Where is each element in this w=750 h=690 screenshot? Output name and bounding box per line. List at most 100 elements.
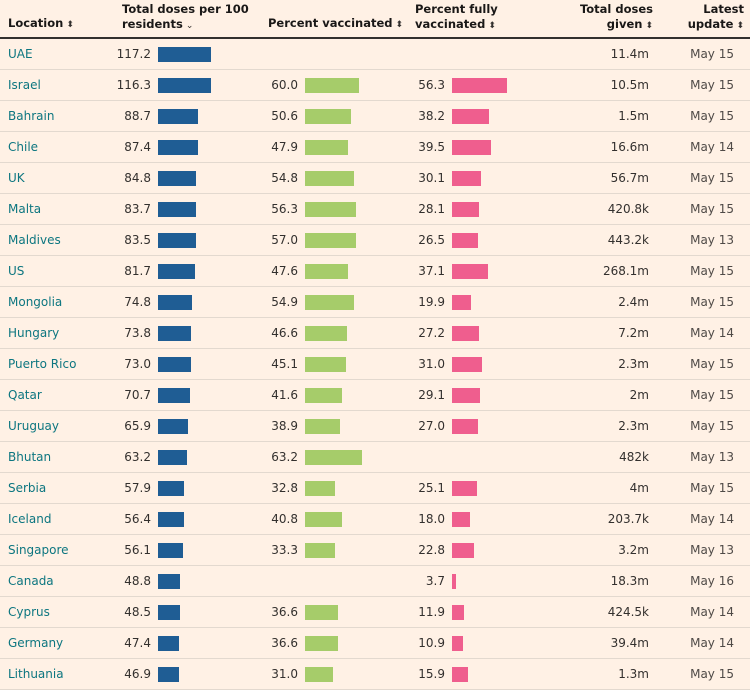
total-doses-given-value: 39.4m (610, 636, 649, 650)
total-doses-bar (158, 574, 181, 589)
percent-fully-bar (452, 264, 489, 279)
location-link[interactable]: Bahrain (8, 109, 55, 123)
percent-vaccinated-bar (305, 171, 355, 186)
total-doses-given-value: 16.6m (610, 140, 649, 154)
total-doses-bar (158, 357, 191, 372)
total-doses-bar (158, 636, 180, 651)
table-row: Hungary 73.8 46.6 27.2 7.2m May 14 (0, 318, 750, 349)
total-doses-given-value: 203.7k (607, 512, 649, 526)
location-link[interactable]: UAE (8, 47, 33, 61)
table-row: UAE 117.2 11.4m May 15 (0, 39, 750, 70)
header-total-doses-label-line2: residents (122, 17, 183, 31)
location-link[interactable]: Maldives (8, 233, 61, 247)
header-location[interactable]: Location ⬍ (8, 16, 74, 33)
header-percent-fully-label-line1: Percent fully (415, 2, 498, 16)
percent-vaccinated-bar (305, 605, 338, 620)
total-doses-given-value: 2m (629, 388, 649, 402)
percent-vaccinated-bar (305, 202, 356, 217)
total-doses-bar (158, 388, 190, 403)
header-latest-update-label-line1: Latest (703, 2, 744, 16)
total-doses-bar (158, 47, 211, 62)
percent-vaccinated-bar (305, 264, 348, 279)
total-doses-value: 116.3 (116, 78, 151, 92)
header-percent-vaccinated[interactable]: Percent vaccinated ⬍ (268, 16, 403, 33)
header-latest-update[interactable]: Latest update ⬍ (680, 2, 744, 34)
total-doses-given-value: 420.8k (607, 202, 649, 216)
location-link[interactable]: UK (8, 171, 25, 185)
latest-update-value: May 15 (690, 47, 734, 61)
percent-fully-bar (452, 512, 470, 527)
total-doses-value: 84.8 (124, 171, 151, 185)
location-link[interactable]: Germany (8, 636, 64, 650)
sort-icon: ⬍ (645, 21, 653, 31)
percent-vaccinated-value: 63.2 (271, 450, 298, 464)
header-total-doses[interactable]: Total doses per 100 residents ⌄ (122, 2, 249, 34)
location-link[interactable]: Chile (8, 140, 39, 154)
percent-fully-value: 27.2 (418, 326, 445, 340)
percent-vaccinated-bar (305, 543, 335, 558)
percent-vaccinated-value: 41.6 (271, 388, 298, 402)
total-doses-value: 73.8 (124, 326, 151, 340)
total-doses-given-value: 2.3m (618, 419, 649, 433)
total-doses-value: 56.4 (124, 512, 151, 526)
location-link[interactable]: Serbia (8, 481, 47, 495)
percent-vaccinated-bar (305, 667, 333, 682)
total-doses-bar (158, 264, 195, 279)
location-link[interactable]: Iceland (8, 512, 52, 526)
percent-fully-bar (452, 419, 479, 434)
total-doses-given-value: 18.3m (610, 574, 649, 588)
table-row: Puerto Rico 73.0 45.1 31.0 2.3m May 15 (0, 349, 750, 380)
total-doses-value: 73.0 (124, 357, 151, 371)
total-doses-value: 87.4 (124, 140, 151, 154)
percent-fully-bar (452, 605, 464, 620)
location-link[interactable]: US (8, 264, 25, 278)
location-link[interactable]: Bhutan (8, 450, 52, 464)
table-row: Serbia 57.9 32.8 25.1 4m May 15 (0, 473, 750, 504)
header-percent-fully[interactable]: Percent fully vaccinated ⬍ (415, 2, 498, 34)
location-link[interactable]: Puerto Rico (8, 357, 77, 371)
total-doses-value: 48.8 (124, 574, 151, 588)
percent-fully-bar (452, 357, 483, 372)
percent-fully-bar (452, 636, 463, 651)
percent-vaccinated-bar (305, 419, 340, 434)
total-doses-given-value: 11.4m (610, 47, 649, 61)
total-doses-given-value: 482k (619, 450, 649, 464)
percent-fully-bar (452, 109, 490, 124)
total-doses-bar (158, 295, 192, 310)
location-link[interactable]: Israel (8, 78, 41, 92)
total-doses-bar (158, 109, 199, 124)
location-link[interactable]: Malta (8, 202, 42, 216)
location-link[interactable]: Mongolia (8, 295, 63, 309)
percent-vaccinated-value: 47.6 (271, 264, 298, 278)
location-link[interactable]: Uruguay (8, 419, 59, 433)
total-doses-given-value: 1.5m (618, 109, 649, 123)
location-link[interactable]: Cyprus (8, 605, 50, 619)
latest-update-value: May 16 (690, 574, 734, 588)
table-row: Israel 116.3 60.0 56.3 10.5m May 15 (0, 70, 750, 101)
percent-fully-bar (452, 140, 491, 155)
percent-fully-value: 30.1 (418, 171, 445, 185)
percent-fully-bar (452, 78, 507, 93)
header-latest-update-label-line2: update (687, 17, 734, 31)
latest-update-value: May 15 (690, 171, 734, 185)
percent-vaccinated-value: 36.6 (271, 605, 298, 619)
latest-update-value: May 15 (690, 357, 734, 371)
total-doses-given-value: 2.3m (618, 357, 649, 371)
total-doses-bar (158, 512, 184, 527)
location-link[interactable]: Lithuania (8, 667, 64, 681)
percent-vaccinated-bar (305, 326, 347, 341)
header-total-given[interactable]: Total doses given ⬍ (578, 2, 653, 34)
total-doses-given-value: 4m (629, 481, 649, 495)
location-link[interactable]: Singapore (8, 543, 69, 557)
latest-update-value: May 15 (690, 388, 734, 402)
latest-update-value: May 15 (690, 481, 734, 495)
latest-update-value: May 13 (690, 233, 734, 247)
location-link[interactable]: Canada (8, 574, 54, 588)
total-doses-bar (158, 481, 185, 496)
location-link[interactable]: Hungary (8, 326, 60, 340)
latest-update-value: May 15 (690, 202, 734, 216)
percent-fully-bar (452, 171, 482, 186)
location-link[interactable]: Qatar (8, 388, 42, 402)
percent-fully-value: 56.3 (418, 78, 445, 92)
percent-fully-value: 39.5 (418, 140, 445, 154)
